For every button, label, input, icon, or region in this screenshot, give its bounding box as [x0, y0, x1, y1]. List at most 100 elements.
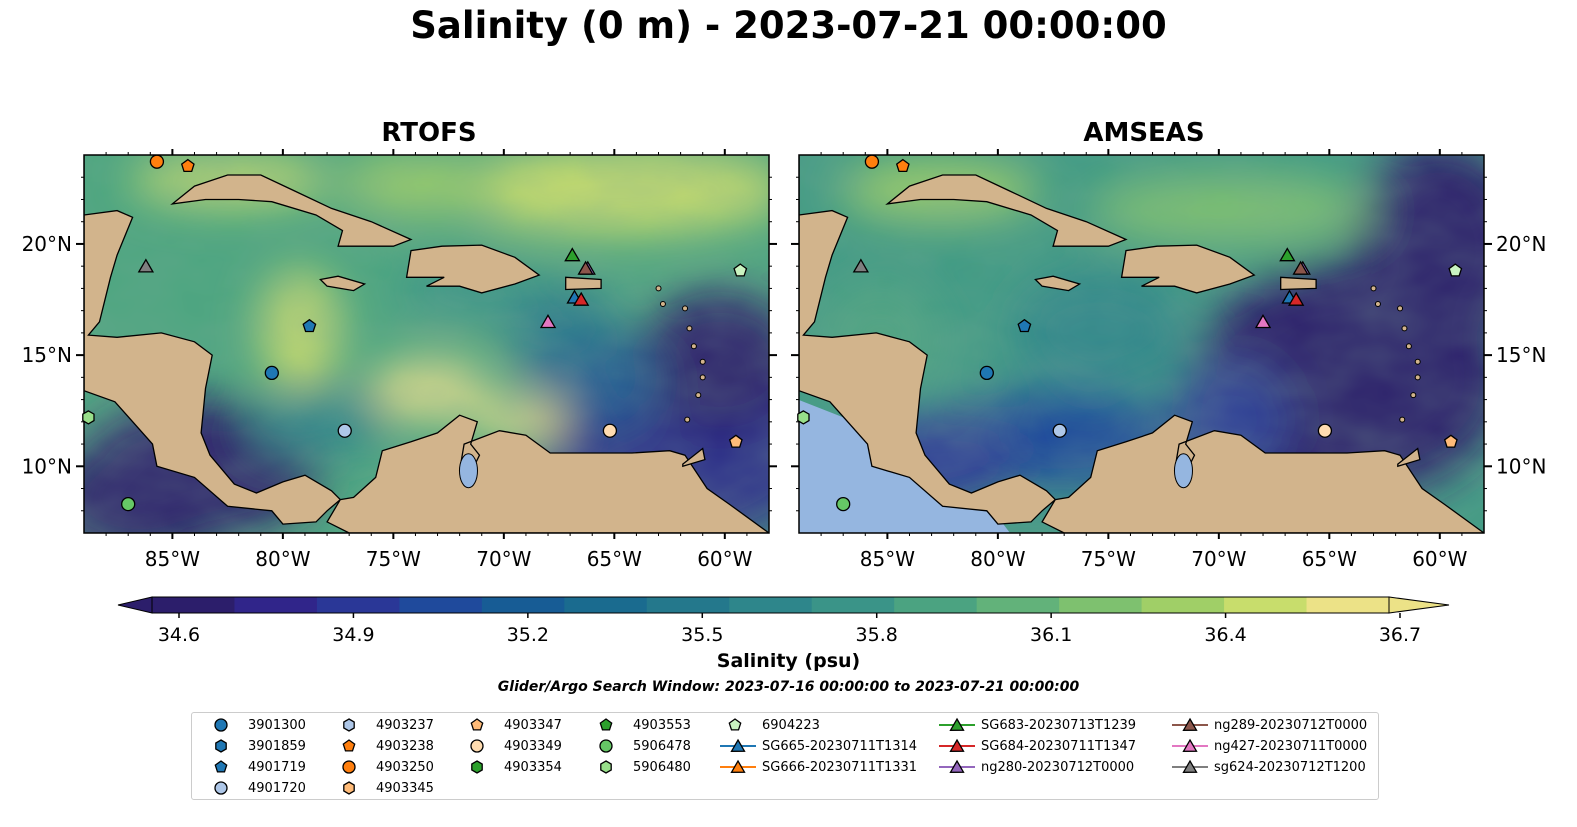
x-tick-label: 75°W: [1081, 547, 1136, 571]
marker-extra: [979, 365, 994, 381]
island: [1399, 416, 1406, 423]
x-tick-label: 60°W: [697, 547, 752, 571]
marker-sg624-20230712T1200: [137, 258, 155, 273]
legend-item: SG684-20230711T1347: [937, 736, 1136, 756]
colorbar-extend-low: [117, 596, 153, 614]
colorbar-segment: [316, 597, 400, 613]
legend-marker: [342, 739, 356, 752]
marker-ng289-20230712T0000: [1292, 260, 1309, 275]
legend-item: 4903345: [332, 778, 434, 798]
legend-label: SG666-20230711T1331: [762, 759, 918, 775]
legend-item: 3901300: [204, 715, 306, 735]
colorbar-segment: [399, 597, 483, 613]
x-tick-label: 70°W: [1191, 547, 1246, 571]
figure-title: Salinity (0 m) - 2023-07-21 00:00:00: [410, 4, 1167, 47]
colorbar-tick-label: 35.8: [856, 624, 898, 646]
legend-marker: [600, 760, 612, 774]
map-axes: 85°W 80°W 75°W 70°W 65°W 60°W 10°N 15°N 20°N 85°W…: [22, 149, 1546, 571]
legend-symbol: [720, 738, 756, 752]
search-window-subtitle: Glider/Argo Search Window: 2023-07-16 00…: [497, 679, 1080, 695]
marker-ng289-20230712T0000: [577, 260, 594, 275]
marker-4903250: [149, 154, 165, 169]
legend-symbol: [471, 760, 483, 774]
land-polygon: [405, 244, 541, 294]
x-tick-label: 75°W: [366, 547, 421, 571]
legend-symbol: [214, 781, 228, 795]
legend-marker: [471, 760, 483, 774]
panel-title-rtofs: RTOFS: [381, 118, 477, 148]
legend-item: 4903237: [332, 715, 434, 735]
observation-markers: [82, 154, 1463, 512]
legend-symbol: [939, 738, 975, 752]
legend-marker: [1182, 759, 1198, 773]
island: [659, 300, 666, 307]
marker-4903238: [895, 158, 910, 173]
colorbar-frame: [151, 596, 1390, 614]
legend-symbol: [720, 759, 756, 773]
colorbar-tick-label: 36.4: [1204, 624, 1246, 646]
land-polygon: [565, 276, 602, 291]
colorbar-segment: [564, 597, 648, 613]
x-tick-label: 65°W: [587, 547, 642, 571]
legend-symbol: [470, 739, 484, 753]
marker-ng427-20230711T0000: [539, 314, 557, 329]
legend-item: 4903553: [589, 715, 691, 735]
marker-4901720: [1052, 423, 1067, 438]
legend-item: 4903349: [460, 736, 562, 756]
legend-marker: [215, 739, 227, 753]
legend-marker: [214, 760, 228, 773]
land-polygon: [84, 155, 342, 525]
island: [1414, 358, 1421, 365]
land-polygon: [1041, 414, 1484, 533]
island: [686, 325, 693, 332]
legend-marker: [470, 739, 484, 753]
legend-label: 4903250: [376, 759, 434, 775]
x-tick-label: 85°W: [145, 547, 200, 571]
legend-item: 6904223: [718, 715, 820, 735]
legend-symbol: [214, 718, 228, 732]
colorbar-segment: [481, 597, 565, 613]
island: [699, 358, 706, 365]
legend-symbol: [343, 718, 355, 732]
legend-symbol: [342, 760, 356, 774]
y-tick-label: 10°N: [22, 454, 72, 478]
legend-symbol: [1172, 717, 1208, 731]
legend-marker: [730, 759, 746, 773]
y-tick-label: 20°N: [1496, 232, 1546, 256]
legend-label: 4903347: [504, 717, 562, 733]
legend-marker: [1182, 738, 1198, 752]
legend-item: sg624-20230712T1200: [1170, 757, 1366, 777]
legend-symbol: [214, 760, 228, 773]
legend-marker: [728, 718, 742, 731]
land-polygon: [170, 174, 413, 247]
colorbar-tick-label: 36.7: [1379, 624, 1421, 646]
legend-item: 4901719: [204, 757, 306, 777]
marker-SG683-20230713T1239: [1279, 247, 1296, 262]
legend-marker: [949, 759, 965, 773]
colorbar-segment: [1141, 597, 1225, 613]
marker-5906480: [82, 410, 95, 425]
legend-symbol: [215, 739, 227, 753]
x-tick-label: 60°W: [1412, 547, 1467, 571]
legend-item: ng289-20230712T0000: [1170, 715, 1367, 735]
legend-marker: [949, 738, 965, 752]
map-panel-amseas: [799, 155, 1484, 533]
land-polygon: [1034, 275, 1082, 292]
island: [1414, 374, 1421, 381]
legend-label: 4903238: [376, 738, 434, 754]
legend-symbol: [939, 717, 975, 731]
island: [1397, 305, 1404, 312]
legend-symbol: [600, 760, 612, 774]
colorbar-segment: [894, 597, 978, 613]
legend-marker: [949, 717, 965, 731]
legend-marker: [599, 739, 613, 753]
legend-item: 3901859: [204, 736, 306, 756]
x-tick-label: 80°W: [255, 547, 310, 571]
island: [1405, 343, 1412, 350]
colorbar-segment: [152, 597, 236, 613]
marker-4901719: [1017, 318, 1032, 333]
land-polygon: [885, 174, 1128, 247]
island: [690, 343, 697, 350]
legend-symbol: [342, 739, 356, 752]
legend-marker: [343, 781, 355, 795]
